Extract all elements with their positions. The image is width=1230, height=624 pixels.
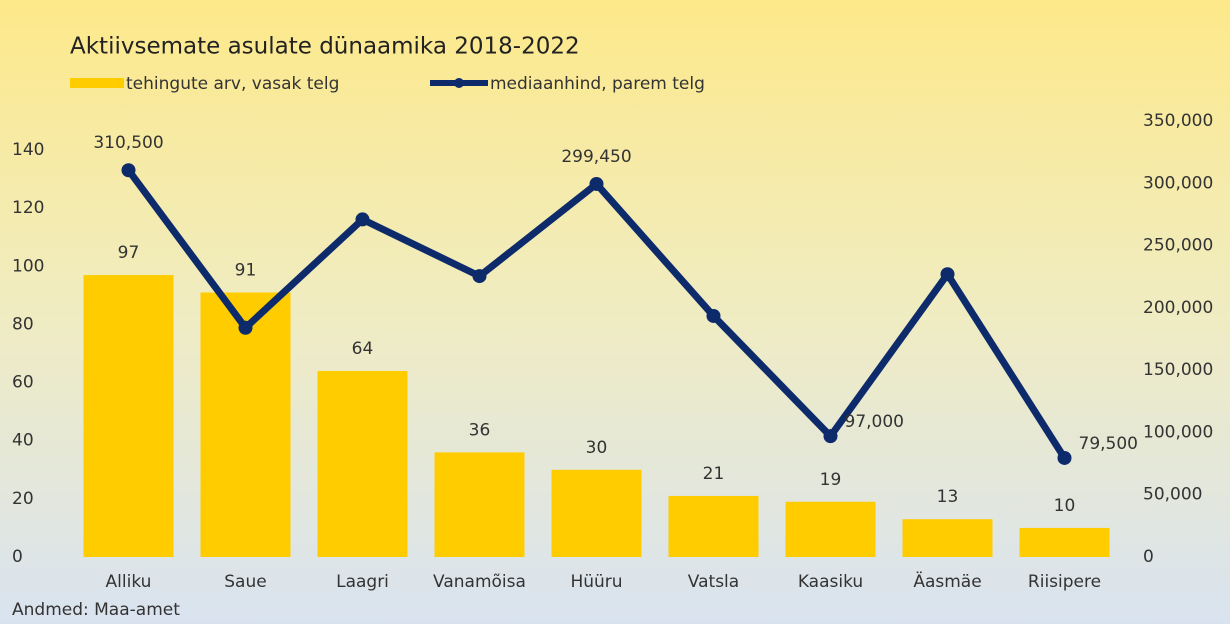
y-tick-label: 40 bbox=[12, 431, 34, 451]
line-marker bbox=[472, 269, 487, 284]
data-label: 21 bbox=[703, 464, 725, 484]
y2-tick-label: 350,000 bbox=[1143, 111, 1213, 131]
line-marker bbox=[121, 163, 136, 178]
bar bbox=[200, 292, 291, 557]
y-tick-label: 80 bbox=[12, 314, 34, 334]
y2-tick-label: 200,000 bbox=[1143, 298, 1213, 318]
bar bbox=[902, 519, 993, 557]
y2-tick-label: 300,000 bbox=[1143, 173, 1213, 193]
bar bbox=[317, 370, 408, 557]
bar bbox=[785, 501, 876, 557]
data-label: 19 bbox=[820, 470, 842, 490]
data-label: 91 bbox=[235, 260, 257, 280]
y-tick-label: 120 bbox=[12, 198, 44, 218]
bar bbox=[668, 495, 759, 557]
line-marker bbox=[589, 176, 604, 191]
data-label: 30 bbox=[586, 438, 608, 458]
line-marker bbox=[940, 267, 955, 282]
legend-swatch-bar bbox=[70, 78, 124, 88]
y-tick-label: 60 bbox=[12, 373, 34, 393]
line-marker bbox=[823, 429, 838, 444]
y2-tick-label: 100,000 bbox=[1143, 422, 1213, 442]
legend-swatch-marker bbox=[454, 78, 464, 88]
x-tick-label: Riisipere bbox=[1028, 572, 1101, 592]
data-label: 13 bbox=[937, 487, 959, 507]
data-label: 97,000 bbox=[845, 412, 904, 432]
x-tick-label: Saue bbox=[224, 572, 266, 592]
source-note: Andmed: Maa-amet bbox=[12, 600, 180, 620]
data-label: 10 bbox=[1054, 496, 1076, 516]
bar bbox=[83, 275, 174, 557]
x-tick-label: Hüüru bbox=[570, 572, 622, 592]
line-marker bbox=[1057, 450, 1072, 465]
y2-tick-label: 250,000 bbox=[1143, 236, 1213, 256]
data-label: 64 bbox=[352, 339, 374, 359]
y-tick-label: 0 bbox=[12, 547, 23, 567]
x-tick-label: Laagri bbox=[336, 572, 389, 592]
x-tick-label: Äasmäe bbox=[913, 571, 981, 592]
bar bbox=[1019, 527, 1110, 557]
data-label: 79,500 bbox=[1079, 434, 1138, 454]
y-tick-label: 100 bbox=[12, 256, 44, 276]
y2-tick-label: 150,000 bbox=[1143, 360, 1213, 380]
x-tick-label: Alliku bbox=[106, 572, 152, 592]
y2-tick-label: 0 bbox=[1143, 547, 1154, 567]
line-marker bbox=[238, 320, 253, 335]
y2-tick-label: 50,000 bbox=[1143, 485, 1202, 505]
line-marker bbox=[706, 308, 721, 323]
data-label: 36 bbox=[469, 420, 491, 440]
bar bbox=[434, 452, 525, 557]
legend-label: mediaanhind, parem telg bbox=[490, 74, 705, 94]
line-marker bbox=[355, 212, 370, 227]
y-tick-label: 140 bbox=[12, 140, 44, 160]
x-tick-label: Kaasiku bbox=[798, 572, 863, 592]
data-label: 310,500 bbox=[93, 133, 163, 153]
legend-label: tehingute arv, vasak telg bbox=[126, 74, 339, 94]
x-tick-label: Vanamõisa bbox=[433, 572, 526, 592]
y-tick-label: 20 bbox=[12, 489, 34, 509]
chart-title: Aktiivsemate asulate dünaamika 2018-2022 bbox=[70, 34, 580, 60]
data-label: 299,450 bbox=[561, 147, 631, 167]
x-tick-label: Vatsla bbox=[688, 572, 739, 592]
data-label: 97 bbox=[118, 243, 140, 263]
bar bbox=[551, 469, 642, 557]
